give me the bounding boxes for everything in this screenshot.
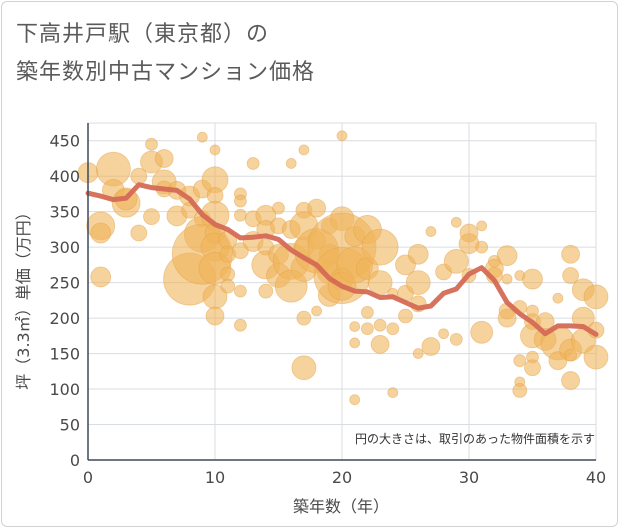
y-tick-label: 450 (49, 132, 80, 151)
data-bubble (476, 220, 488, 232)
data-bubble (233, 194, 247, 208)
data-bubble (367, 270, 393, 296)
data-bubble (373, 318, 387, 332)
data-bubble (285, 158, 297, 169)
data-bubble (336, 130, 348, 142)
chart-title-line-1: 下高井戸駅（東京都）の (16, 22, 270, 47)
x-tick-label: 10 (205, 468, 225, 487)
y-axis-label: 坪（3.3㎡）単価（万円） (14, 204, 33, 389)
data-bubble (205, 306, 225, 326)
chart-title-line-2: 築年数別中古マンション価格 (16, 60, 316, 85)
data-bubble (272, 201, 285, 215)
y-tick-label: 50 (60, 416, 80, 435)
data-bubble (475, 240, 489, 254)
data-bubble (360, 306, 374, 319)
bubble-size-note: 円の大きさは、取引のあった物件面積を示す (355, 431, 595, 446)
data-bubble (561, 244, 580, 264)
x-tick-label: 30 (459, 468, 479, 487)
data-bubble (421, 337, 441, 356)
y-tick-label: 150 (49, 345, 80, 364)
data-bubble (512, 383, 528, 398)
y-tick-label: 400 (49, 167, 80, 186)
data-bubble (209, 144, 221, 156)
data-bubble (450, 216, 462, 228)
data-bubble (458, 233, 480, 255)
data-bubble (258, 283, 274, 299)
x-tick-label: 40 (586, 468, 606, 487)
data-bubble (196, 131, 208, 143)
data-bubble (407, 243, 429, 265)
data-bubble (412, 348, 424, 359)
data-bubble (470, 320, 494, 344)
data-bubble (130, 224, 148, 242)
data-bubble (233, 318, 247, 332)
data-bubble (443, 248, 469, 274)
data-bubble (562, 267, 579, 284)
data-bubble (307, 198, 327, 218)
data-bubble (220, 278, 236, 294)
data-bubble (497, 308, 517, 328)
data-bubble (90, 222, 112, 244)
data-bubble (349, 337, 361, 349)
y-tick-label: 300 (49, 238, 80, 257)
data-bubble (561, 371, 580, 390)
data-bubble (90, 266, 112, 288)
data-bubble (405, 270, 431, 296)
data-bubble (360, 322, 374, 336)
data-bubble (233, 284, 247, 298)
data-bubble (298, 144, 310, 156)
data-bubble (564, 348, 577, 362)
tick-labels: 0 50 100 150 200 250 300 350 400 450 0 10 20 30 40 (49, 132, 606, 487)
y-tick-label: 100 (49, 380, 80, 399)
data-bubble (349, 321, 361, 333)
data-bubble (522, 268, 543, 290)
data-bubble (513, 354, 527, 368)
data-bubble (386, 322, 400, 336)
x-tick-label: 0 (83, 468, 93, 487)
data-bubble (552, 292, 564, 304)
data-bubble (387, 387, 399, 399)
data-bubble (296, 310, 312, 326)
x-tick-label: 20 (332, 468, 352, 487)
data-bubble (496, 245, 518, 267)
y-tick-label: 250 (49, 274, 80, 293)
data-bubble (425, 226, 437, 237)
data-bubble (311, 305, 323, 317)
data-bubble (154, 149, 174, 168)
data-bubble (583, 344, 609, 370)
axes (87, 123, 596, 461)
data-bubble (370, 334, 390, 354)
x-axis-label: 築年数（年） (293, 497, 389, 516)
data-bubble (233, 208, 247, 222)
y-tick-label: 350 (49, 203, 80, 222)
data-bubble (291, 355, 317, 381)
data-bubble (524, 359, 541, 377)
data-bubble (143, 208, 160, 226)
data-bubble (501, 273, 513, 285)
data-bubble (449, 332, 463, 346)
y-tick-label: 0 (70, 451, 80, 470)
data-bubble (398, 308, 413, 324)
data-bubble (583, 284, 609, 310)
data-bubble (361, 228, 399, 266)
trend-line-series (85, 182, 599, 337)
average-price-line (85, 182, 599, 337)
data-bubble (145, 137, 158, 151)
y-tick-label: 200 (49, 309, 80, 328)
bubble-series (77, 130, 609, 406)
data-bubble (349, 394, 361, 406)
data-bubble (438, 328, 450, 340)
data-bubble (246, 157, 260, 170)
